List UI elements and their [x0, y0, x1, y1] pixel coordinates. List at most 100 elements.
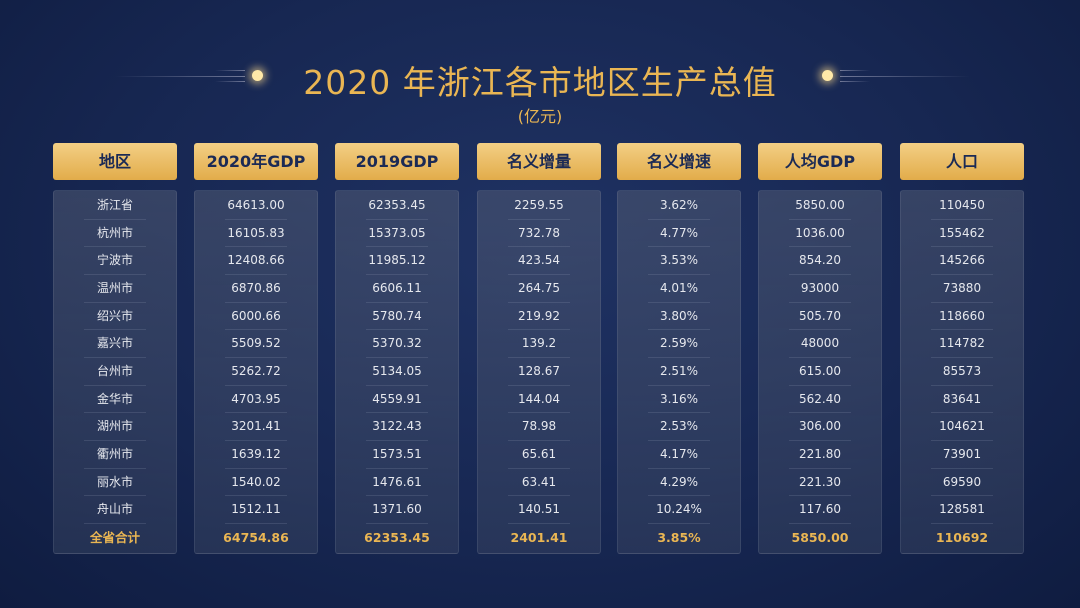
table-cell: 嘉兴市 [54, 330, 176, 358]
column-header: 名义增量 [477, 143, 601, 180]
column-panel: 62353.45 15373.05 11985.12 6606.11 5780.74 53… [335, 190, 459, 554]
table-cell: 5370.32 [336, 330, 458, 358]
table-cell: 117.60 [759, 496, 881, 524]
table-column: 2019GDP 62353.45 15373.05 11985.12 6606.11 57… [335, 143, 459, 554]
column-panel: 64613.00 16105.83 12408.66 6870.86 6000.66 55… [194, 190, 318, 554]
column-panel: 5850.00 1036.00 854.20 93000 505.70 48000 615.… [758, 190, 882, 554]
column-panel: 110450 155462 145266 73880 118660 114782 85573… [900, 190, 1024, 554]
table-column: 人均GDP 5850.00 1036.00 854.20 93000 505.70 4800… [758, 143, 882, 554]
column-panel: 浙江省 杭州市 宁波市 温州市 绍兴市 嘉兴市 台州市 金华市 湖州市 衢州市 丽水市 舟山市 全省合计 [53, 190, 177, 554]
table-cell: 衢州市 [54, 441, 176, 469]
table-column: 地区浙江省 杭州市 宁波市 温州市 绍兴市 嘉兴市 台州市 金华市 湖州市 衢州市 丽水市 舟山市 全省… [53, 143, 177, 554]
total-cell: 2401.41 [510, 529, 568, 545]
table-column: 2020年GDP 64613.00 16105.83 12408.66 6870.86 6… [194, 143, 318, 554]
table-cell: 73901 [901, 441, 1023, 469]
table-cell: 5509.52 [195, 330, 317, 358]
table-cell: 湖州市 [54, 413, 176, 441]
table-cell: 221.30 [759, 469, 881, 497]
table-cell: 65.61 [478, 441, 600, 469]
table-cell: 264.75 [478, 275, 600, 303]
column-header: 地区 [53, 143, 177, 180]
table-cell: 85573 [901, 358, 1023, 386]
table-cell: 78.98 [478, 413, 600, 441]
table-cell: 423.54 [478, 247, 600, 275]
table-cell: 1639.12 [195, 441, 317, 469]
title-decoration-left [115, 68, 265, 84]
table-cell: 69590 [901, 469, 1023, 497]
table-cell: 562.40 [759, 386, 881, 414]
table-cell: 4.29% [618, 469, 740, 497]
table-cell: 83641 [901, 386, 1023, 414]
total-cell: 3.85% [657, 529, 701, 545]
table-cell: 128581 [901, 496, 1023, 524]
table-cell: 3122.43 [336, 413, 458, 441]
table-cell: 615.00 [759, 358, 881, 386]
table-cell: 110450 [901, 192, 1023, 220]
table-cell: 台州市 [54, 358, 176, 386]
table-cell: 221.80 [759, 441, 881, 469]
total-cell: 64754.86 [223, 529, 289, 545]
table-cell: 绍兴市 [54, 303, 176, 331]
table-cell: 11985.12 [336, 247, 458, 275]
table-cell: 10.24% [618, 496, 740, 524]
table-cell: 4.77% [618, 220, 740, 248]
table-cell: 4.01% [618, 275, 740, 303]
table-cell: 48000 [759, 330, 881, 358]
table-cell: 64613.00 [195, 192, 317, 220]
table-cell: 3.80% [618, 303, 740, 331]
table-cell: 114782 [901, 330, 1023, 358]
table-cell: 3.16% [618, 386, 740, 414]
table-cell: 140.51 [478, 496, 600, 524]
table-cell: 1540.02 [195, 469, 317, 497]
table-column: 名义增速 3.62% 4.77% 3.53% 4.01% 3.80% 2.59% 2.51% 3… [617, 143, 741, 554]
table-cell: 505.70 [759, 303, 881, 331]
table-cell: 219.92 [478, 303, 600, 331]
table-cell: 宁波市 [54, 247, 176, 275]
table-column: 人口 110450 155462 145266 73880 118660 114782 855… [900, 143, 1024, 554]
table-cell: 144.04 [478, 386, 600, 414]
table-cell: 63.41 [478, 469, 600, 497]
table-cell: 2.51% [618, 358, 740, 386]
table-cell: 306.00 [759, 413, 881, 441]
table-cell: 155462 [901, 220, 1023, 248]
column-panel: 3.62% 4.77% 3.53% 4.01% 3.80% 2.59% 2.51% 3.16%… [617, 190, 741, 554]
table-cell: 104621 [901, 413, 1023, 441]
total-cell: 110692 [935, 529, 989, 545]
table-cell: 118660 [901, 303, 1023, 331]
table-cell: 1512.11 [195, 496, 317, 524]
table-cell: 1371.60 [336, 496, 458, 524]
table-cell: 2.59% [618, 330, 740, 358]
table-cell: 6870.86 [195, 275, 317, 303]
table-cell: 62353.45 [336, 192, 458, 220]
table-cell: 4.17% [618, 441, 740, 469]
column-header: 名义增速 [617, 143, 741, 180]
table-cell: 浙江省 [54, 192, 176, 220]
table-cell: 4559.91 [336, 386, 458, 414]
table-cell: 16105.83 [195, 220, 317, 248]
table-cell: 128.67 [478, 358, 600, 386]
title-decoration-right [820, 68, 970, 84]
table-cell: 杭州市 [54, 220, 176, 248]
table-cell: 93000 [759, 275, 881, 303]
table-cell: 5134.05 [336, 358, 458, 386]
table-cell: 15373.05 [336, 220, 458, 248]
table-cell: 854.20 [759, 247, 881, 275]
table-cell: 145266 [901, 247, 1023, 275]
table-cell: 139.2 [478, 330, 600, 358]
table-cell: 5262.72 [195, 358, 317, 386]
table-cell: 2.53% [618, 413, 740, 441]
table-cell: 3.53% [618, 247, 740, 275]
table-cell: 3.62% [618, 192, 740, 220]
table-cell: 温州市 [54, 275, 176, 303]
column-panel: 2259.55 732.78 423.54 264.75 219.92 139.2 128.… [477, 190, 601, 554]
table-column: 名义增量 2259.55 732.78 423.54 264.75 219.92 139.2… [477, 143, 601, 554]
column-header: 2019GDP [335, 143, 459, 180]
total-cell: 5850.00 [791, 529, 849, 545]
column-header: 2020年GDP [194, 143, 318, 180]
table-cell: 732.78 [478, 220, 600, 248]
unit-subtitle: (亿元) [517, 107, 563, 126]
table-cell: 1036.00 [759, 220, 881, 248]
table-cell: 1573.51 [336, 441, 458, 469]
table-cell: 3201.41 [195, 413, 317, 441]
table-cell: 丽水市 [54, 469, 176, 497]
